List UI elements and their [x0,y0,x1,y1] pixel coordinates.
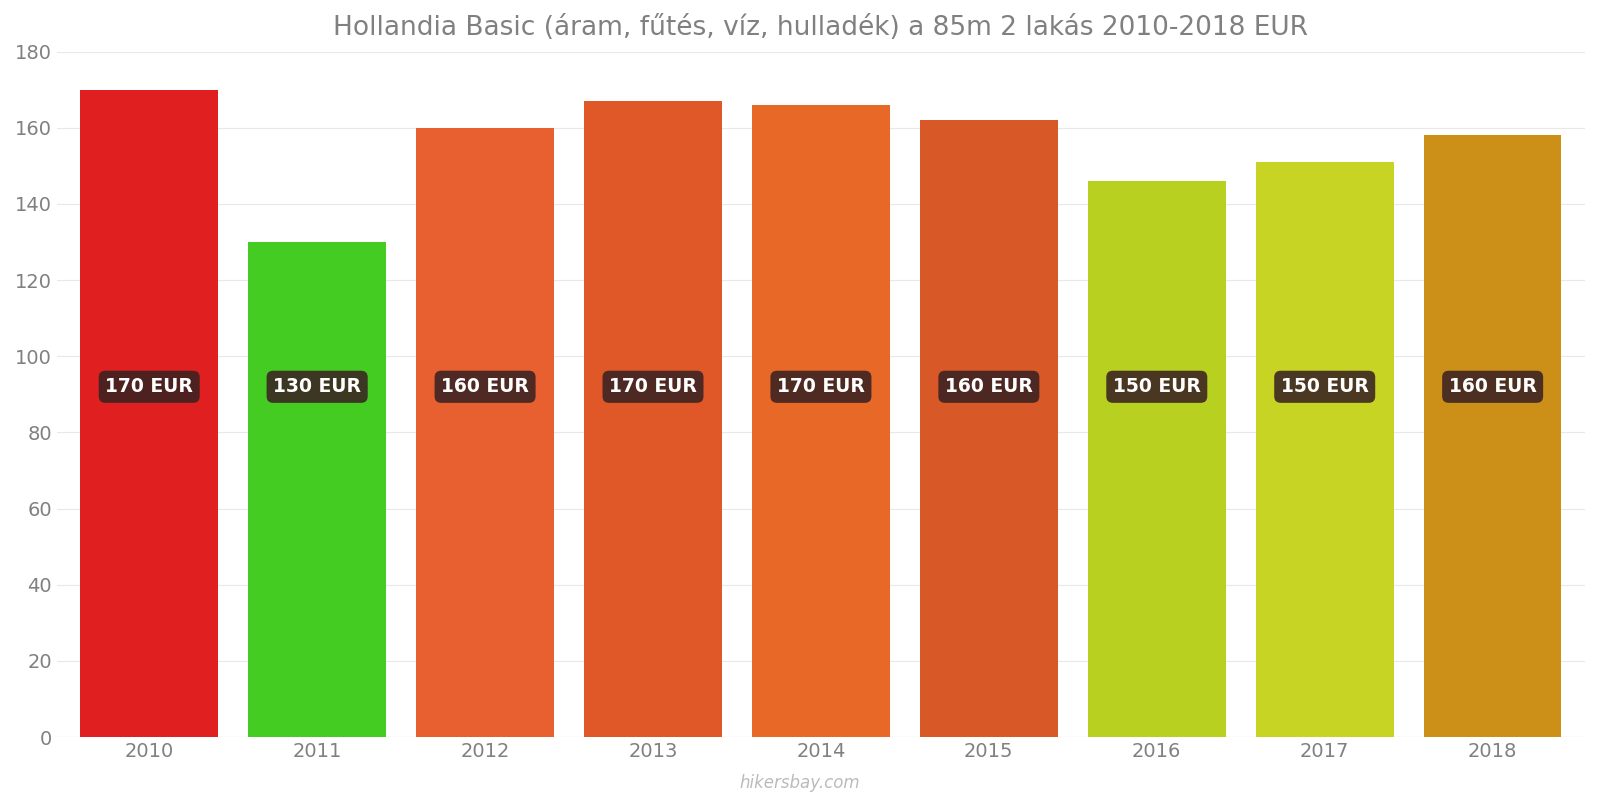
Bar [80,90,218,737]
Text: 170 EUR: 170 EUR [106,378,194,396]
Bar [584,101,722,737]
Bar [416,128,554,737]
Title: Hollandia Basic (áram, fűtés, víz, hulladék) a 85m 2 lakás 2010-2018 EUR: Hollandia Basic (áram, fűtés, víz, hulla… [333,15,1309,41]
Text: 150 EUR: 150 EUR [1280,378,1368,396]
Bar [752,105,890,737]
Text: 150 EUR: 150 EUR [1114,378,1200,396]
Bar [248,242,386,737]
Text: 160 EUR: 160 EUR [1448,378,1536,396]
Bar [1424,135,1562,737]
Text: 170 EUR: 170 EUR [610,378,698,396]
Bar [920,120,1058,737]
Text: 130 EUR: 130 EUR [274,378,362,396]
Text: 160 EUR: 160 EUR [946,378,1032,396]
Text: 170 EUR: 170 EUR [778,378,866,396]
Text: 160 EUR: 160 EUR [442,378,530,396]
Bar [1088,181,1226,737]
Text: hikersbay.com: hikersbay.com [739,774,861,792]
Bar [1256,162,1394,737]
